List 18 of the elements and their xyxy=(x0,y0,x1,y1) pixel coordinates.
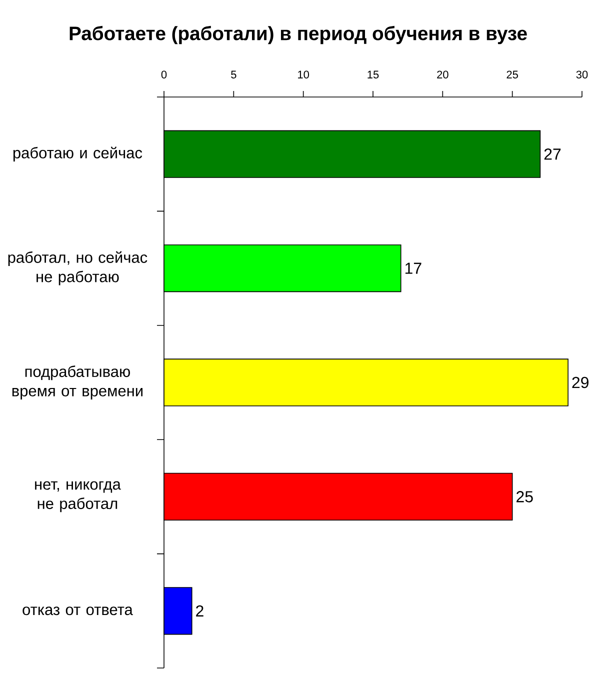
y-tick-label: подрабатываю время от времени xyxy=(12,366,142,400)
x-tick-label: 0 xyxy=(161,70,167,78)
x-tick-label: 15 xyxy=(368,70,379,78)
data-label: 2 xyxy=(196,605,204,616)
data-label: 25 xyxy=(516,491,533,502)
y-tick-label: работал, но сейчас не работаю xyxy=(8,251,148,286)
x-tick-label: 5 xyxy=(231,70,236,78)
data-label: 29 xyxy=(572,376,588,388)
x-tick-label: 30 xyxy=(576,70,588,78)
x-tick-label: 20 xyxy=(437,70,448,78)
data-label: 27 xyxy=(544,148,561,160)
x-tick-label: 25 xyxy=(506,70,518,78)
x-tick-label: 10 xyxy=(298,70,310,78)
y-tick-label: отказ от ответа xyxy=(22,606,133,616)
y-tick-label: нет, никогда не работал xyxy=(35,481,121,512)
chart-title: Работаете (работали) в период обучения в вузе xyxy=(70,26,527,44)
data-label: 17 xyxy=(405,262,422,274)
y-tick-label: работаю и сейчас xyxy=(13,146,142,162)
